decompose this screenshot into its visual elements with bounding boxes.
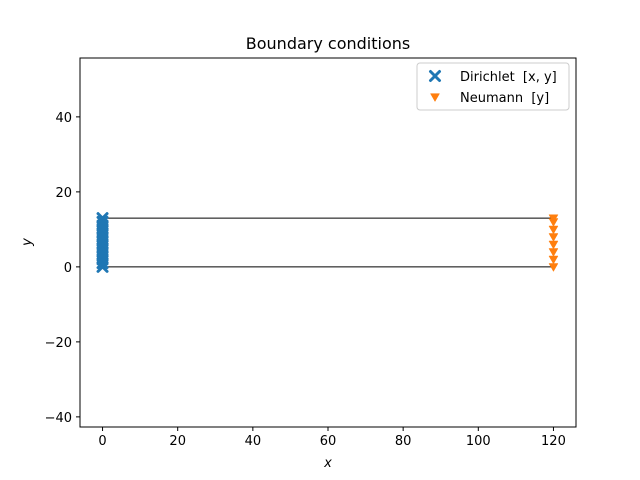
x-tick-label: 80 <box>395 434 412 449</box>
legend-marker-dirichlet <box>429 70 441 82</box>
x-axis-ticks: 0 20 40 60 80 100 120 <box>98 427 566 449</box>
legend-box <box>416 62 570 111</box>
mesh-lines <box>102 217 554 268</box>
x-tick-label: 60 <box>320 434 337 449</box>
chart-title: Boundary conditions <box>246 34 410 53</box>
legend-label-dirichlet: Dirichlet [x, y] <box>460 70 557 85</box>
dirichlet-point <box>96 212 109 225</box>
legend-dirichlet-symbol <box>429 70 441 82</box>
y-tick-label: −40 <box>45 411 72 426</box>
legend-marker-neumann <box>430 93 440 103</box>
y-tick-label: 40 <box>55 111 72 126</box>
x-tick-label: 120 <box>541 434 566 449</box>
y-axis-label: y <box>20 238 35 247</box>
x-tick-label: 20 <box>169 434 186 449</box>
legend-label-neumann: Neumann [y] <box>460 91 549 106</box>
legend-neumann-symbol <box>430 93 440 103</box>
data-markers <box>96 212 559 273</box>
neumann-point <box>548 214 559 224</box>
y-tick-label: −20 <box>45 336 72 351</box>
x-tick-label: 40 <box>245 434 262 449</box>
y-axis-ticks: −40 −20 0 20 40 <box>45 111 80 426</box>
x-tick-label: 100 <box>466 434 491 449</box>
dirichlet-point <box>96 215 109 228</box>
y-tick-label: 20 <box>55 186 72 201</box>
x-tick-label: 0 <box>98 434 106 449</box>
legend: Dirichlet [x, y] Neumann [y] <box>416 62 570 111</box>
x-axis-label: x <box>323 456 332 471</box>
y-tick-label: 0 <box>64 261 72 276</box>
